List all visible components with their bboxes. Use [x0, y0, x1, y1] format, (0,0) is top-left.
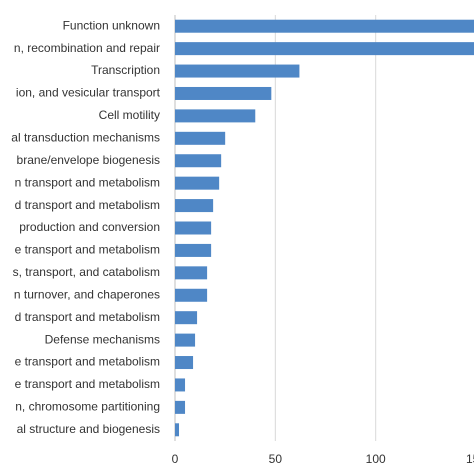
y-tick-label: e transport and metabolism: [15, 355, 160, 369]
y-tick-label: ion, and vesicular transport: [16, 86, 161, 100]
bar: [175, 154, 222, 168]
y-tick-label: s, transport, and catabolism: [13, 265, 160, 279]
bar: [175, 333, 196, 347]
y-tick-label: n, recombination and repair: [14, 41, 160, 55]
bar: [175, 109, 256, 123]
bar: [175, 243, 212, 257]
y-tick-label: Defense mechanisms: [45, 332, 160, 346]
y-tick-label: production and conversion: [19, 220, 160, 234]
bar: [175, 378, 186, 392]
y-tick-label: e transport and metabolism: [15, 377, 160, 391]
y-tick-label: e transport and metabolism: [15, 243, 160, 257]
bar: [175, 356, 194, 370]
x-tick-label: 50: [269, 452, 283, 466]
bar: [175, 288, 208, 302]
y-tick-label: Function unknown: [63, 18, 160, 32]
bar: [175, 42, 474, 56]
bar: [175, 266, 208, 280]
x-tick-label: 150: [466, 452, 474, 466]
y-tick-label: d transport and metabolism: [15, 310, 160, 324]
y-tick-label: brane/envelope biogenesis: [17, 153, 160, 167]
bar: [175, 221, 212, 235]
x-tick-label: 100: [366, 452, 386, 466]
bar: [175, 423, 180, 437]
bar: [175, 176, 220, 190]
y-tick-label: al transduction mechanisms: [11, 130, 160, 144]
bar: [175, 131, 226, 145]
bar: [175, 19, 474, 33]
bar: [175, 311, 198, 325]
y-tick-label: al structure and biogenesis: [17, 422, 160, 436]
y-tick-label: d transport and metabolism: [15, 198, 160, 212]
y-tick-label: n turnover, and chaperones: [14, 287, 160, 301]
bar: [175, 64, 300, 78]
bar: [175, 199, 214, 213]
x-tick-label: 0: [172, 452, 179, 466]
y-tick-label: n transport and metabolism: [15, 175, 160, 189]
y-tick-label: Transcription: [91, 63, 160, 77]
bar: [175, 86, 272, 100]
bar: [175, 400, 186, 414]
y-tick-label: Cell motility: [99, 108, 160, 122]
y-tick-label: n, chromosome partitioning: [15, 400, 160, 414]
